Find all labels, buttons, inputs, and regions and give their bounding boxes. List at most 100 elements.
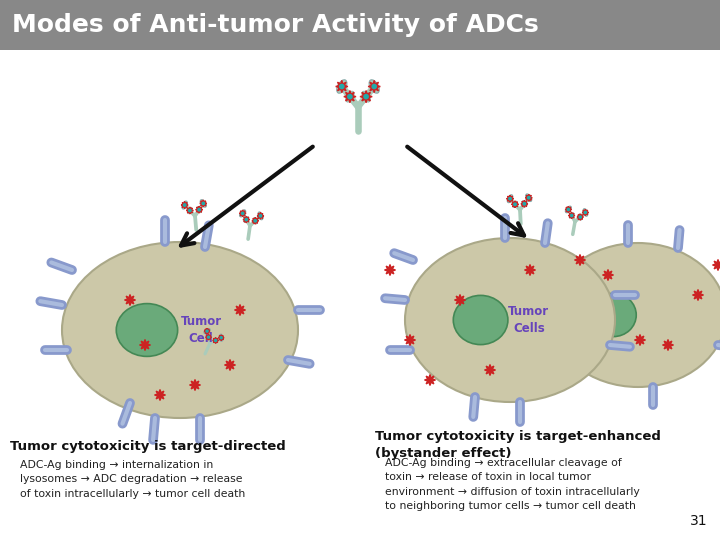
Circle shape [364, 94, 368, 99]
Ellipse shape [405, 238, 615, 402]
Polygon shape [693, 289, 703, 300]
Circle shape [570, 214, 573, 217]
Polygon shape [524, 265, 536, 275]
Polygon shape [140, 340, 150, 350]
Ellipse shape [337, 80, 347, 93]
Polygon shape [405, 334, 415, 346]
Ellipse shape [116, 303, 178, 356]
Polygon shape [511, 201, 518, 208]
Polygon shape [603, 269, 613, 280]
Circle shape [245, 218, 248, 221]
Ellipse shape [197, 207, 202, 213]
Polygon shape [257, 212, 264, 219]
Ellipse shape [200, 200, 207, 207]
Polygon shape [206, 334, 212, 340]
Polygon shape [577, 214, 583, 220]
Polygon shape [360, 91, 372, 103]
Circle shape [189, 210, 191, 212]
Circle shape [241, 212, 244, 214]
Circle shape [348, 94, 352, 99]
Circle shape [207, 336, 210, 338]
Circle shape [215, 340, 217, 341]
Text: ADC-Ag binding → internalization in
lysosomes → ADC degradation → release
of tox: ADC-Ag binding → internalization in lyso… [20, 460, 246, 499]
Circle shape [202, 202, 204, 205]
Polygon shape [582, 209, 589, 215]
Circle shape [528, 197, 530, 199]
Text: Tumor
Cell: Tumor Cell [181, 315, 222, 345]
Ellipse shape [62, 242, 298, 418]
Ellipse shape [578, 214, 582, 220]
Polygon shape [181, 201, 188, 208]
Ellipse shape [253, 218, 257, 224]
Ellipse shape [346, 91, 354, 102]
Circle shape [567, 208, 570, 211]
Ellipse shape [583, 208, 588, 216]
Ellipse shape [182, 201, 187, 209]
Polygon shape [155, 389, 166, 401]
Polygon shape [565, 206, 572, 213]
Polygon shape [425, 375, 436, 386]
Polygon shape [235, 305, 246, 315]
Polygon shape [199, 200, 207, 207]
Ellipse shape [570, 213, 574, 218]
Polygon shape [454, 294, 466, 306]
Polygon shape [525, 194, 532, 201]
Polygon shape [196, 206, 202, 213]
Circle shape [579, 216, 581, 218]
Bar [0, 0, 720, 50]
Ellipse shape [258, 212, 263, 220]
Ellipse shape [219, 334, 223, 341]
Polygon shape [507, 195, 513, 202]
Ellipse shape [513, 201, 518, 207]
Circle shape [509, 198, 511, 200]
Ellipse shape [214, 338, 217, 343]
Polygon shape [634, 334, 646, 346]
Polygon shape [569, 212, 575, 219]
Circle shape [340, 84, 344, 89]
Polygon shape [713, 260, 720, 271]
Polygon shape [125, 294, 135, 306]
Ellipse shape [187, 207, 192, 214]
Polygon shape [204, 328, 210, 334]
Polygon shape [575, 254, 585, 266]
Polygon shape [384, 265, 395, 275]
Circle shape [514, 203, 516, 206]
Text: Modes of Anti-tumor Activity of ADCs: Modes of Anti-tumor Activity of ADCs [12, 13, 539, 37]
Text: Tumor
Cells: Tumor Cells [508, 305, 549, 335]
Ellipse shape [526, 194, 532, 201]
Circle shape [254, 220, 256, 222]
Circle shape [259, 215, 261, 217]
Circle shape [372, 84, 377, 89]
Polygon shape [252, 218, 258, 224]
Ellipse shape [206, 335, 211, 339]
Text: 31: 31 [690, 514, 708, 528]
Circle shape [220, 336, 222, 339]
Polygon shape [239, 210, 246, 217]
Polygon shape [662, 340, 673, 350]
Ellipse shape [244, 217, 249, 222]
Circle shape [198, 208, 200, 211]
Polygon shape [225, 360, 235, 370]
Ellipse shape [454, 295, 508, 345]
Ellipse shape [369, 80, 379, 93]
Polygon shape [218, 335, 224, 341]
Ellipse shape [240, 210, 246, 217]
Polygon shape [368, 80, 380, 92]
Ellipse shape [507, 195, 513, 202]
Ellipse shape [204, 328, 210, 334]
Polygon shape [336, 80, 348, 92]
Polygon shape [243, 216, 250, 223]
Circle shape [584, 211, 587, 214]
Polygon shape [212, 338, 218, 343]
Polygon shape [521, 200, 528, 207]
Ellipse shape [550, 243, 720, 387]
Circle shape [523, 202, 526, 205]
Ellipse shape [362, 91, 370, 102]
Polygon shape [189, 380, 200, 390]
Ellipse shape [565, 206, 572, 213]
Polygon shape [344, 91, 356, 103]
Ellipse shape [522, 201, 527, 207]
Text: Tumor cytotoxicity is target-enhanced
(bystander effect): Tumor cytotoxicity is target-enhanced (b… [375, 430, 661, 460]
Text: ADC-Ag binding → extracellular cleavage of
toxin → release of toxin in local tum: ADC-Ag binding → extracellular cleavage … [385, 458, 640, 511]
Polygon shape [186, 207, 194, 214]
